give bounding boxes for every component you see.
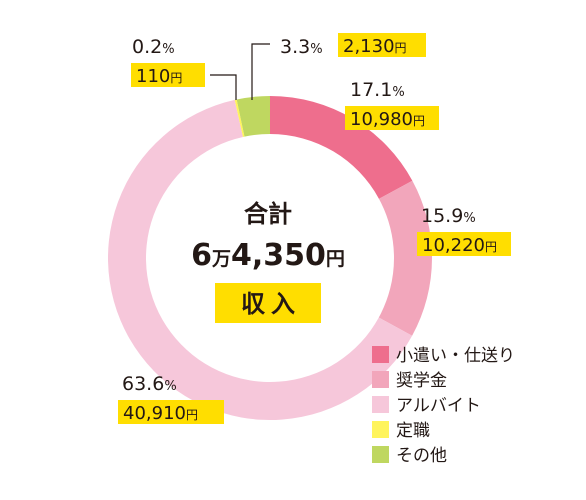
legend-swatch-4: [372, 446, 389, 463]
slice-percent-0: 17.1%: [350, 79, 405, 101]
slice-amount-2: 40,910円: [123, 403, 198, 424]
center-total-man: 万: [211, 248, 231, 270]
center-badge-bg: [215, 283, 321, 323]
center-total-rest: 4,350: [231, 238, 326, 273]
slice-percent-2: 63.6%: [122, 373, 177, 395]
slice-amount-bg-2: [118, 400, 224, 424]
center-total: 6万4,350円: [191, 238, 345, 273]
legend-swatch-1: [372, 371, 389, 388]
slice-amount-bg-0: [345, 106, 439, 130]
slice-amount-3: 110円: [136, 66, 182, 87]
center-total-number: 6: [191, 238, 212, 273]
slice-0: [270, 96, 413, 199]
leader-line-3: [210, 74, 237, 100]
slice-amount-4: 2,130円: [343, 36, 407, 57]
legend-label-2: アルバイト: [396, 396, 481, 416]
center-title: 合計: [244, 200, 292, 228]
legend-label-1: 奨学金: [396, 371, 447, 391]
center-badge: 収入: [241, 290, 301, 318]
slice-1: [378, 180, 432, 336]
slice-percent-1: 15.9%: [421, 205, 476, 227]
slice-amount-bg-3: [131, 63, 205, 87]
center-total-unit: 円: [326, 248, 345, 270]
slice-4: [236, 96, 270, 137]
slice-3: [234, 99, 245, 137]
donut-slices: [108, 96, 432, 421]
legend-swatch-3: [372, 421, 389, 438]
legend-swatch-2: [372, 396, 389, 413]
legend-swatch-0: [372, 346, 389, 363]
slice-amount-bg-4: [338, 33, 426, 57]
slice-amount-0: 10,980円: [350, 109, 425, 130]
leader-lines: [210, 43, 270, 100]
slice-amount-1: 10,220円: [422, 235, 497, 256]
center-summary: 合計 6万4,350円 収入: [191, 200, 345, 323]
legend-label-4: その他: [396, 446, 447, 466]
legend-label-3: 定職: [396, 421, 430, 441]
leader-line-4: [251, 43, 270, 100]
slice-percent-3: 0.2%: [132, 36, 175, 58]
slice-labels: 17.1% 10,980円 15.9% 10,220円 63.6% 40,910円 0.2%…: [118, 33, 511, 424]
slice-percent-4: 3.3%: [280, 36, 323, 58]
slice-amount-bg-1: [417, 232, 511, 256]
legend-label-0: 小遣い・仕送り: [396, 346, 515, 366]
